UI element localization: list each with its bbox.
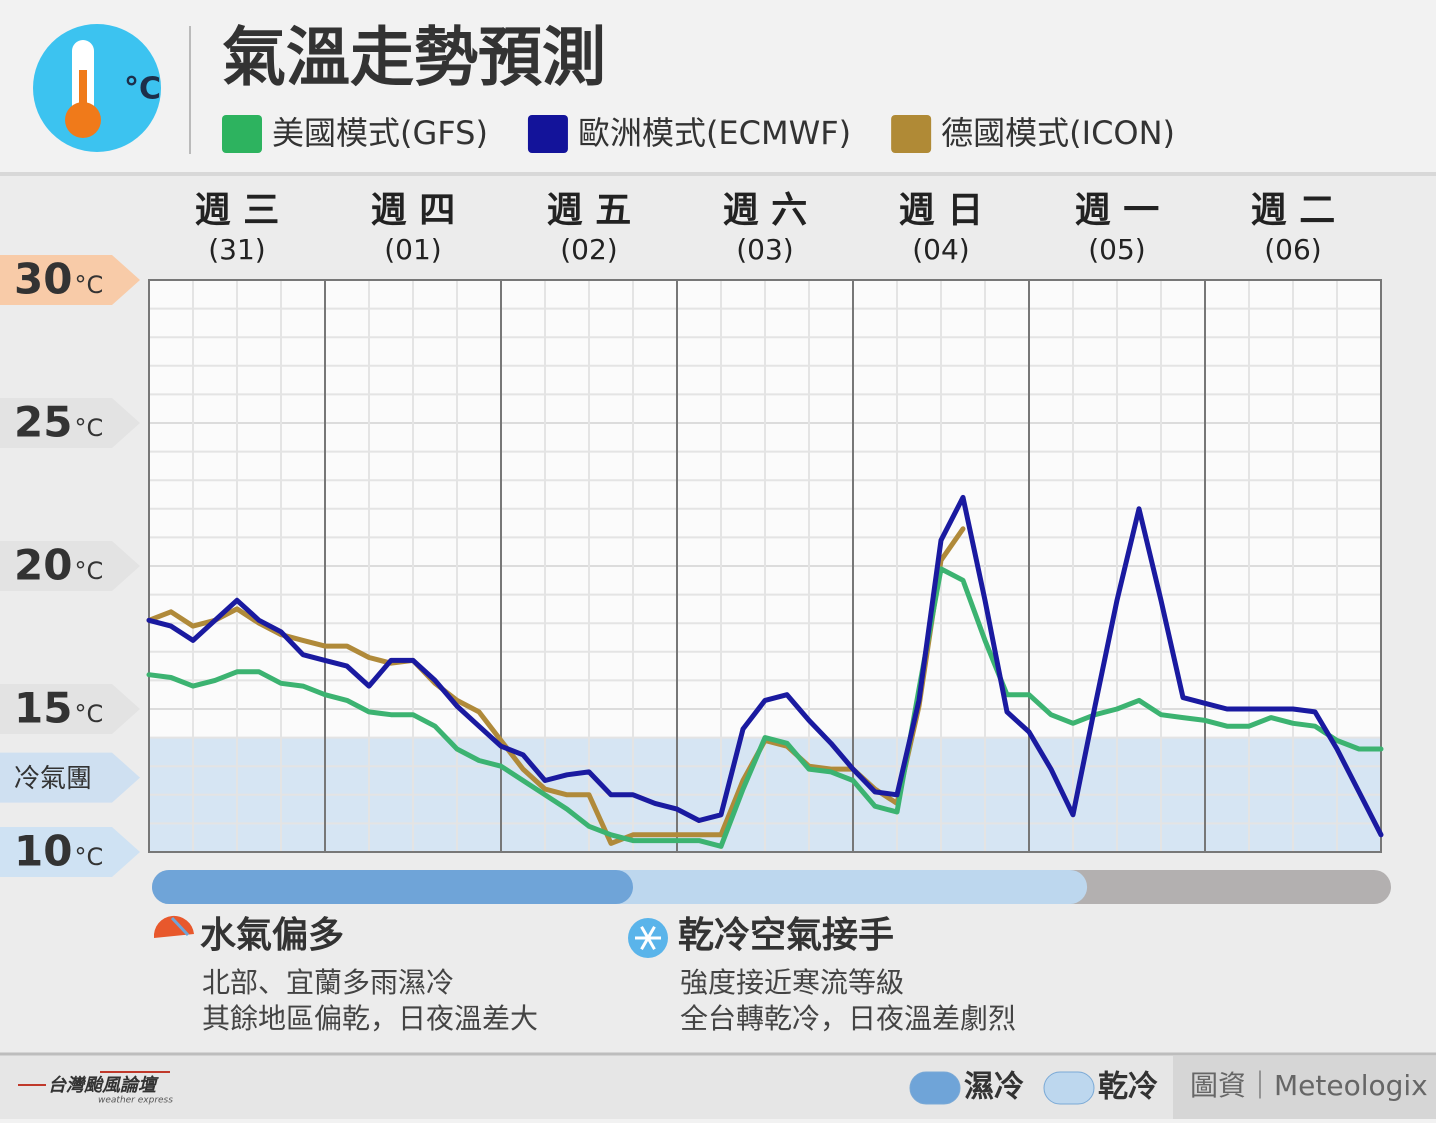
note-title: 乾冷空氣接手 [678,915,894,956]
plot-border [148,279,1382,853]
legend-swatch [527,115,568,153]
cold-zone-label: 冷氣團 [14,764,92,794]
x-tick-label: 週 五 [547,190,632,231]
celsius-icon: °C [124,72,161,107]
snow-icon [640,925,656,951]
period-legend-swatch [1043,1071,1095,1105]
legend-label: 德國模式(ICON) [941,114,1175,152]
period-legend-label: 濕冷 [964,1070,1024,1105]
y-tick-badge [0,255,140,305]
y-tick-unit: °C [74,843,103,871]
x-tick-label: 週 四 [371,190,456,231]
legend-swatch [222,115,262,153]
y-tick-unit: °C [74,414,103,442]
source-bg [1173,1056,1436,1119]
series-line [146,494,1384,838]
x-tick-date: (31) [208,233,265,266]
thermometer-fill [79,70,87,122]
x-tick-date: (01) [384,233,441,266]
x-tick-label: 週 六 [723,190,808,231]
y-tick-label: 20 [14,541,72,590]
y-tick-label: 10 [14,827,72,876]
note-line: 其餘地區偏乾，日夜溫差大 [202,1002,538,1035]
y-tick-badge [0,684,140,734]
note-line: 北部、宜蘭多雨濕冷 [202,966,454,999]
y-tick-unit: °C [74,700,103,728]
y-tick-unit: °C [74,271,103,299]
x-tick-date: (02) [560,233,617,266]
note-title: 水氣偏多 [200,915,344,956]
x-tick-label: 週 日 [899,190,984,231]
x-tick-date: (04) [912,233,969,266]
x-tick-date: (06) [1264,233,1321,266]
y-tick-label: 25 [14,398,72,447]
note-line: 強度接近寒流等級 [680,966,904,999]
y-tick-badge [0,541,140,591]
x-tick-date: (03) [736,233,793,266]
legend-label: 美國模式(GFS) [272,114,488,152]
header-divider [0,172,1436,176]
series-line [146,566,1384,849]
x-tick-label: 週 一 [1075,190,1160,231]
x-tick-label: 週 二 [1251,190,1336,231]
period-legend-swatch [909,1071,961,1105]
logo-sub: weather express [98,1096,173,1106]
y-tick-label: 30 [14,255,72,304]
cold-zone-badge [0,752,140,803]
y-tick-label: 15 [14,684,72,733]
logo: 台灣颱風論壇 [48,1075,159,1096]
period-bar [152,870,633,904]
legend-label: 歐洲模式(ECMWF) [578,114,851,152]
source: 圖資｜Meteologix [1190,1069,1428,1102]
rain-icon [170,916,190,937]
title: 氣溫走勢預測 [222,22,606,96]
legend-swatch [891,115,932,153]
y-tick-unit: °C [74,557,103,585]
note-line: 全台轉乾冷，日夜溫差劇烈 [680,1002,1016,1035]
y-tick-badge [0,398,140,448]
x-tick-label: 週 三 [195,190,280,231]
x-tick-date: (05) [1088,233,1145,266]
period-legend-label: 乾冷 [1098,1070,1158,1105]
y-tick-badge [0,827,140,877]
